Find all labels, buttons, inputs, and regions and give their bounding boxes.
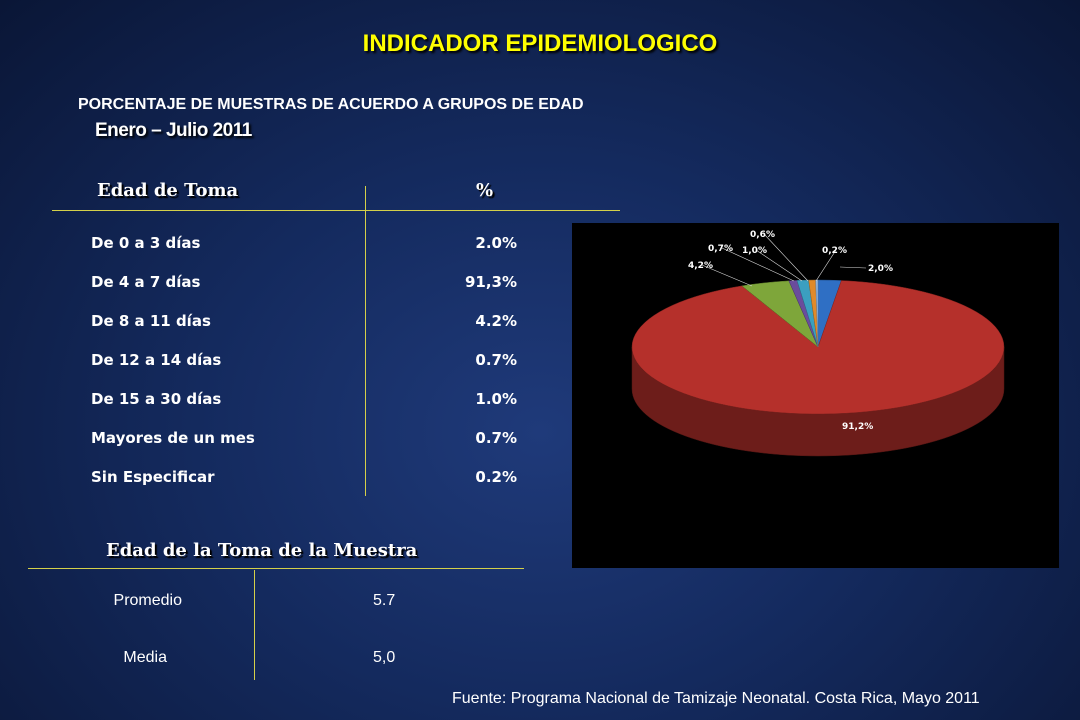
pie-leader-line (839, 266, 867, 269)
pie-leader-line (763, 233, 809, 282)
pie-data-label: 4,2% (688, 261, 713, 271)
table2-header-rule (28, 568, 524, 569)
pie-leader-line (721, 247, 795, 282)
table1-row-value: 1.0% (475, 390, 517, 408)
table1-row-value: 0.7% (475, 351, 517, 369)
table1-header-rule (52, 210, 620, 211)
table1-header-age: Edad de Toma (97, 180, 239, 201)
table1-row-label: De 0 a 3 días (91, 234, 201, 252)
table2-header: Edad de la Toma de la Muestra (106, 540, 418, 561)
table1-row-label: Sin Especificar (91, 468, 215, 486)
table1-row-value: 91,3% (464, 273, 517, 291)
table1-header-pct: % (476, 180, 494, 201)
table1-row-value: 0.7% (475, 429, 517, 447)
pie-chart-panel: 2,0% 91,2% 4,2% 0,7% 1,0% 0,6% 0,2% (572, 223, 1059, 568)
table1-column-divider (365, 186, 366, 496)
pie-data-label: 0,6% (750, 230, 775, 240)
page-subtitle: PORCENTAJE DE MUESTRAS DE ACUERDO A GRUP… (78, 96, 584, 113)
table2-column-divider (254, 570, 255, 680)
pie-data-label: 0,2% (822, 246, 847, 256)
stat-label-media: Media (123, 649, 167, 666)
pie-data-label: 0,7% (708, 244, 733, 254)
source-note: Fuente: Programa Nacional de Tamizaje Ne… (452, 690, 980, 707)
table1-row-value: 2.0% (475, 234, 517, 252)
pie-data-label: 91,2% (842, 422, 873, 432)
pie-chart: 2,0% 91,2% 4,2% 0,7% 1,0% 0,6% 0,2% (631, 230, 1005, 457)
table1-row-label: De 12 a 14 días (91, 351, 222, 369)
table1-row-label: De 4 a 7 días (91, 273, 201, 291)
stat-label-promedio: Promedio (113, 592, 182, 609)
pie-data-label: 2,0% (868, 264, 893, 274)
table1-row-label: Mayores de un mes (91, 429, 255, 447)
table1-row-value: 4.2% (475, 312, 517, 330)
page-title: INDICADOR EPIDEMIOLOGICO (362, 30, 718, 57)
table1-row-label: De 8 a 11 días (91, 312, 211, 330)
table1-row-value: 0.2% (475, 468, 517, 486)
pie-data-label: 1,0% (742, 246, 767, 256)
table1-row-label: De 15 a 30 días (91, 390, 222, 408)
pie-slice (631, 280, 1005, 415)
stat-value-media: 5,0 (373, 649, 396, 666)
pie-leader-line (815, 249, 837, 282)
pie-leader-line (755, 249, 803, 282)
period-label: Enero – Julio 2011 (95, 120, 252, 141)
pie-leader-line (701, 264, 753, 287)
stat-value-promedio: 5.7 (373, 592, 396, 609)
